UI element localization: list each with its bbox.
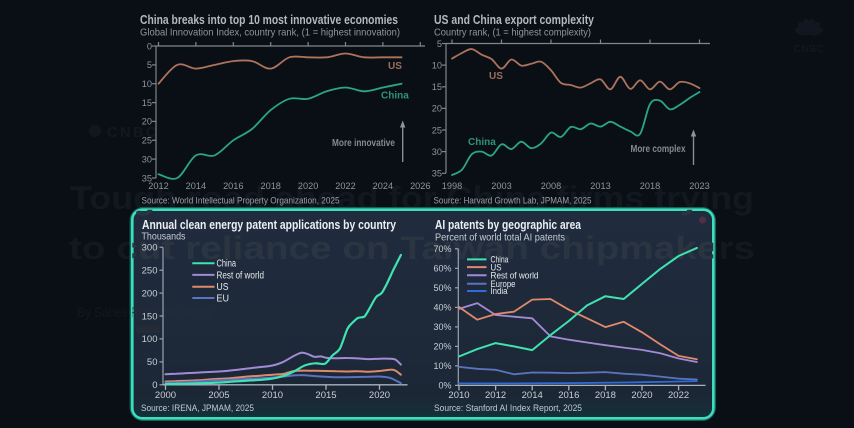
- svg-text:200: 200: [142, 288, 158, 299]
- svg-text:40%: 40%: [433, 303, 451, 313]
- svg-text:15: 15: [142, 98, 152, 108]
- svg-text:10: 10: [142, 79, 152, 89]
- svg-text:2015: 2015: [315, 390, 336, 401]
- svg-text:US: US: [217, 282, 229, 293]
- svg-text:50: 50: [147, 357, 158, 368]
- svg-text:25: 25: [432, 125, 442, 135]
- svg-text:2020: 2020: [298, 181, 318, 191]
- svg-text:2010: 2010: [262, 390, 283, 401]
- svg-text:150: 150: [142, 311, 158, 322]
- svg-text:US: US: [388, 61, 402, 72]
- svg-text:2022: 2022: [668, 390, 689, 401]
- svg-text:0%: 0%: [438, 381, 451, 391]
- svg-text:to cut reliance on Taiwan chip: to cut reliance on Taiwan chipmakers: [69, 230, 755, 266]
- svg-text:2023: 2023: [689, 181, 709, 191]
- svg-text:China: China: [491, 255, 509, 265]
- svg-text:More complex: More complex: [631, 143, 686, 155]
- svg-text:US and China export complexity: US and China export complexity: [434, 13, 594, 27]
- svg-text:50%: 50%: [433, 283, 451, 293]
- svg-text:2024: 2024: [373, 181, 393, 191]
- svg-text:10%: 10%: [433, 361, 451, 371]
- svg-text:2026: 2026: [410, 181, 430, 191]
- svg-text:Europe: Europe: [491, 279, 516, 289]
- svg-text:1998: 1998: [442, 181, 462, 191]
- svg-text:2020: 2020: [631, 390, 652, 401]
- svg-text:300: 300: [142, 243, 158, 254]
- svg-text:2022: 2022: [335, 181, 355, 191]
- svg-text:60%: 60%: [433, 264, 451, 274]
- svg-text:Country rank, (1 = highest com: Country rank, (1 = highest complexity): [434, 27, 591, 39]
- svg-text:2018: 2018: [640, 181, 660, 191]
- svg-text:35: 35: [432, 169, 442, 179]
- svg-text:2018: 2018: [595, 390, 616, 401]
- svg-text:5: 5: [147, 60, 152, 70]
- svg-text:2012: 2012: [148, 181, 168, 191]
- svg-text:Percent of world total AI pate: Percent of world total AI patents: [435, 232, 565, 244]
- svg-text:2014: 2014: [522, 390, 543, 401]
- svg-text:100: 100: [142, 334, 158, 345]
- svg-text:Source: Harvard Growth Lab, JP: Source: Harvard Growth Lab, JPMAM, 2025: [434, 196, 592, 207]
- svg-text:EU: EU: [217, 293, 230, 304]
- svg-text:Source: Stanford AI Index Repo: Source: Stanford AI Index Report, 2025: [434, 403, 582, 414]
- svg-text:20: 20: [142, 117, 152, 127]
- svg-text:30: 30: [432, 147, 442, 157]
- svg-text:2018: 2018: [260, 181, 280, 191]
- svg-text:25: 25: [142, 136, 152, 146]
- svg-text:Source: IRENA, JPMAM, 2025: Source: IRENA, JPMAM, 2025: [141, 403, 254, 414]
- svg-text:China breaks into top 10 most: China breaks into top 10 most innovative…: [140, 13, 398, 27]
- svg-text:India: India: [491, 286, 508, 296]
- svg-text:US: US: [489, 71, 503, 82]
- svg-text:2010: 2010: [448, 390, 469, 401]
- svg-text:0: 0: [152, 380, 157, 391]
- svg-text:2013: 2013: [590, 181, 610, 191]
- svg-text:Source: World Intellectual Pro: Source: World Intellectual Property Orga…: [142, 196, 340, 207]
- svg-text:CNBC: CNBC: [107, 125, 159, 141]
- svg-text:2008: 2008: [541, 181, 561, 191]
- svg-text:15: 15: [432, 82, 442, 92]
- svg-text:2005: 2005: [208, 390, 229, 401]
- svg-text:2012: 2012: [485, 390, 506, 401]
- svg-text:China: China: [468, 137, 496, 148]
- svg-text:2016: 2016: [223, 181, 243, 191]
- svg-text:2000: 2000: [155, 390, 176, 401]
- svg-text:35: 35: [142, 173, 152, 183]
- svg-text:Global Innovation Index, count: Global Innovation Index, country rank, (…: [140, 27, 400, 39]
- svg-text:0: 0: [147, 41, 152, 51]
- svg-text:Thousands: Thousands: [142, 231, 186, 243]
- svg-text:Annual clean energy patent app: Annual clean energy patent applications …: [142, 217, 397, 232]
- svg-text:Rest of world: Rest of world: [217, 270, 265, 281]
- svg-text:20%: 20%: [433, 342, 451, 352]
- svg-text:More innovative: More innovative: [332, 137, 395, 149]
- svg-text:Rest of world: Rest of world: [491, 271, 539, 281]
- svg-text:AI patents by geographic area: AI patents by geographic area: [435, 217, 582, 232]
- svg-text:China: China: [217, 259, 237, 270]
- svg-text:2014: 2014: [186, 181, 206, 191]
- svg-text:2016: 2016: [558, 390, 579, 401]
- svg-text:US: US: [491, 262, 502, 272]
- svg-text:250: 250: [142, 266, 158, 277]
- svg-text:By Saheli Roy Choudhury: By Saheli Roy Choudhury: [77, 305, 213, 320]
- svg-text:30: 30: [142, 154, 152, 164]
- svg-text:5: 5: [437, 39, 442, 49]
- svg-text:30%: 30%: [433, 322, 451, 332]
- svg-text:CNBC: CNBC: [794, 44, 825, 55]
- svg-text:China: China: [381, 91, 409, 102]
- svg-text:10: 10: [432, 60, 442, 70]
- svg-text:2003: 2003: [491, 181, 511, 191]
- svg-text:20: 20: [432, 104, 442, 114]
- svg-text:Tough road ahead for China fir: Tough road ahead for China firms trying: [70, 180, 754, 216]
- svg-text:70%: 70%: [433, 244, 451, 254]
- svg-text:2020: 2020: [369, 390, 390, 401]
